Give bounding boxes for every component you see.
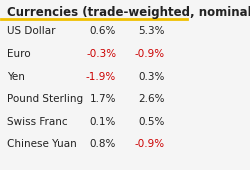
Text: -1.9%: -1.9%	[86, 72, 116, 82]
Text: 0.8%: 0.8%	[90, 139, 116, 149]
Text: 5.3%: 5.3%	[138, 27, 164, 37]
Text: 0.5%: 0.5%	[138, 117, 164, 127]
Text: 1.7%: 1.7%	[90, 94, 116, 104]
Text: Euro: Euro	[7, 49, 30, 59]
Text: Pound Sterling: Pound Sterling	[7, 94, 83, 104]
Text: 0.3%: 0.3%	[138, 72, 164, 82]
Text: -0.3%: -0.3%	[86, 49, 116, 59]
Text: Chinese Yuan: Chinese Yuan	[7, 139, 77, 149]
Text: 0.1%: 0.1%	[90, 117, 116, 127]
Text: US Dollar: US Dollar	[7, 27, 56, 37]
Text: Yen: Yen	[7, 72, 25, 82]
Text: Swiss Franc: Swiss Franc	[7, 117, 68, 127]
Text: 2.6%: 2.6%	[138, 94, 164, 104]
Text: Currencies (trade-weighted, nominal): Currencies (trade-weighted, nominal)	[7, 6, 250, 19]
Text: -0.9%: -0.9%	[134, 49, 164, 59]
Text: -0.9%: -0.9%	[134, 139, 164, 149]
Text: 0.6%: 0.6%	[90, 27, 116, 37]
